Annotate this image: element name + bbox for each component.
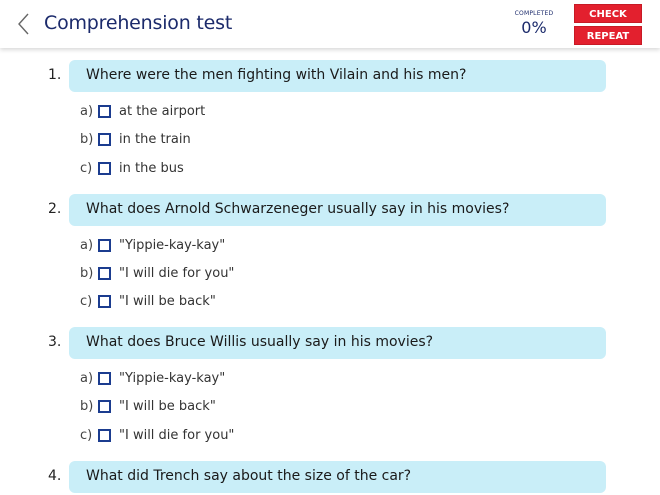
option-letter: a)	[80, 371, 94, 386]
option-text: in the train	[119, 132, 191, 148]
checkbox[interactable]	[98, 238, 111, 252]
repeat-button[interactable]: REPEAT	[574, 26, 642, 45]
option-text: at the airport	[119, 104, 206, 119]
back-button[interactable]	[14, 12, 34, 36]
option-letter: c)	[80, 160, 93, 176]
question-number: 2.	[48, 200, 62, 217]
checkbox[interactable]	[98, 295, 111, 309]
checkbox[interactable]	[98, 105, 111, 118]
option-text: "I will be back"	[119, 294, 216, 310]
question-text: What does Arnold Schwarzeneger usually s…	[86, 200, 510, 217]
page-title: Comprehension test	[44, 12, 233, 34]
option-letter: b)	[80, 132, 94, 148]
option-letter: a)	[80, 237, 94, 253]
option-letter: c)	[80, 427, 93, 443]
completion-indicator: COMPLETED 0%	[510, 10, 558, 37]
checkbox[interactable]	[98, 372, 111, 385]
option-text: "I will die for you"	[119, 427, 235, 443]
completed-label: COMPLETED	[514, 10, 554, 17]
option-letter: b)	[80, 399, 94, 415]
option-letter: c)	[80, 294, 93, 310]
completed-value: 0%	[521, 18, 547, 37]
option-text: "Yippie-kay-kay"	[119, 371, 226, 386]
question-number: 1.	[48, 67, 62, 83]
option-text: in the bus	[119, 160, 184, 176]
top-bar: Comprehension test COMPLETED 0% CHECK RE…	[0, 0, 660, 48]
question-number: 4.	[48, 467, 62, 484]
question-box: What did Trench say about the size of th…	[69, 460, 606, 493]
question-text: What did Trench say about the size of th…	[86, 467, 412, 484]
checkbox[interactable]	[98, 400, 111, 414]
option-letter: b)	[80, 265, 94, 281]
option-text: "I will be back"	[119, 399, 216, 415]
chevron-left-icon	[18, 13, 29, 35]
question-box: What does Arnold Schwarzeneger usually s…	[69, 193, 606, 226]
question-box: What does Bruce Willis usually say in hi…	[69, 327, 606, 359]
checkbox[interactable]	[98, 161, 111, 175]
checkbox[interactable]	[98, 428, 111, 442]
option-letter: a)	[80, 104, 94, 119]
option-text: "Yippie-kay-kay"	[119, 237, 226, 253]
question-text: Where were the men fighting with Vilain …	[86, 67, 467, 83]
question-text: What does Bruce Willis usually say in hi…	[86, 334, 434, 350]
question-box: Where were the men fighting with Vilain …	[69, 60, 606, 92]
checkbox[interactable]	[98, 266, 111, 280]
question-number: 3.	[48, 334, 62, 350]
option-text: "I will die for you"	[119, 265, 235, 281]
check-button[interactable]: CHECK	[574, 4, 642, 23]
checkbox[interactable]	[98, 133, 111, 147]
